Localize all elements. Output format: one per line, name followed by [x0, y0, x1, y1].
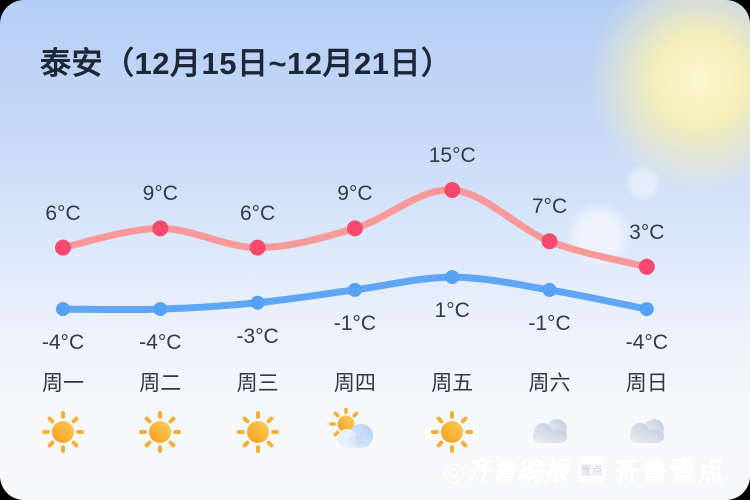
low-temp-label: -4°C — [41, 331, 85, 355]
high-temp-label: 9°C — [142, 182, 178, 206]
low-temp-point — [56, 302, 70, 317]
low-temp-point — [639, 302, 654, 317]
sunny-icon — [138, 410, 182, 454]
day-label: 周二 — [139, 372, 182, 395]
high-temp-label: 15°C — [428, 144, 476, 167]
sunny-icon — [41, 410, 85, 454]
press-name: 齐鲁晚报 — [464, 457, 569, 486]
press-ring-icon: ◎ — [442, 457, 465, 486]
low-temp-point — [250, 295, 265, 310]
high-temp-label: 6°C — [45, 201, 81, 225]
low-temp-point — [542, 282, 557, 297]
low-temp-point — [347, 282, 362, 297]
sunny-icon — [236, 410, 280, 454]
press-logo: ◎齐鲁晚报 — [442, 451, 569, 488]
low-temp-point — [153, 302, 168, 317]
app-name: 齐鲁壹点 — [613, 456, 726, 486]
high-temp-point — [346, 220, 363, 237]
high-temp-point — [541, 233, 558, 250]
high-temp-label: 7°C — [531, 195, 568, 219]
high-temp-label: 3°C — [629, 220, 665, 244]
low-temp-label: -1°C — [333, 311, 377, 335]
day-label: 周五 — [431, 372, 474, 395]
sunny-icon — [430, 410, 474, 454]
partly-cloudy-icon — [328, 407, 382, 456]
high-temp-label: 6°C — [239, 201, 276, 225]
day-label: 周六 — [528, 372, 571, 395]
high-temp-point — [152, 220, 169, 237]
day-label: 周四 — [333, 372, 376, 395]
watermark: ◎齐鲁晚报 壹点 齐鲁壹点 — [442, 451, 726, 488]
high-temp-point — [249, 239, 266, 256]
page-title: 泰安（12月15日~12月21日） — [40, 46, 453, 81]
low-temp-label: -4°C — [139, 331, 182, 355]
cloudy-icon — [623, 414, 671, 450]
low-temp-label: -3°C — [236, 324, 279, 348]
high-temp-point — [444, 182, 461, 198]
low-temp-label: -1°C — [528, 311, 571, 335]
low-temp-label: 1°C — [434, 299, 470, 323]
day-label: 周一 — [42, 372, 84, 395]
high-temp-point — [638, 258, 655, 275]
high-temp-point — [55, 239, 71, 256]
low-temp-label: -4°C — [625, 331, 668, 355]
day-label: 周三 — [236, 372, 279, 395]
high-temp-label: 9°C — [337, 182, 373, 206]
cloudy-icon — [526, 414, 574, 450]
day-label: 周日 — [625, 372, 668, 395]
low-temp-point — [445, 270, 460, 285]
yidian-badge-icon: 壹点 — [577, 456, 605, 483]
